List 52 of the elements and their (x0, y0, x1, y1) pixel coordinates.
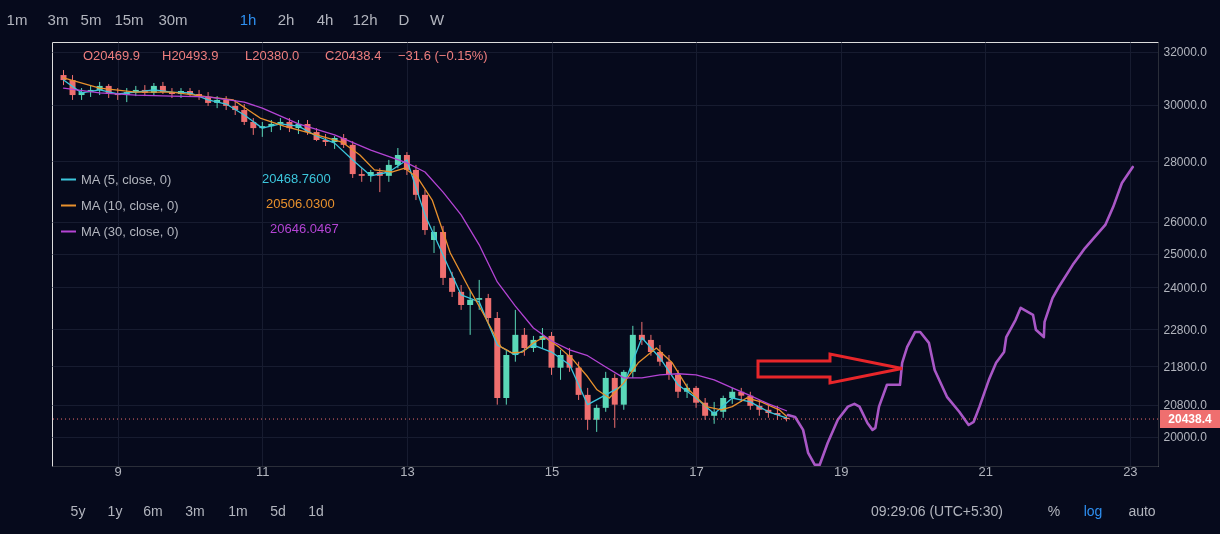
annotation: O20469.9 (83, 48, 141, 63)
text: 12h (352, 11, 378, 28)
text: 2h (277, 11, 295, 28)
text: 09:29:06 (UTC+5:30) (871, 503, 1003, 519)
text: W (429, 11, 445, 28)
text: 30m (158, 11, 188, 28)
y-tick-label: 21800.0 (1163, 359, 1208, 374)
x-tick-label: 23 (1123, 463, 1138, 479)
legend-label: MA (10, close, 0) (81, 197, 179, 213)
x-tick-label: 17 (689, 463, 704, 479)
text: 3m (185, 503, 205, 519)
y-tick-label: 32000.0 (1163, 45, 1208, 60)
ref-line-label: 20438.4 (1168, 412, 1213, 427)
text: 5y (70, 503, 86, 519)
y-tick-label: 20000.0 (1163, 430, 1208, 445)
legend-label: MA (5, close, 0) (81, 171, 172, 187)
x-tick-label: 15 (544, 463, 560, 479)
text: D (398, 11, 410, 28)
y-tick-label: 20800.0 (1163, 398, 1208, 413)
text: % (1047, 503, 1061, 519)
x-tick-label: 13 (400, 463, 415, 479)
annotation: 20506.0300 (266, 196, 335, 211)
x-tick-label: 19 (833, 463, 849, 479)
annotation: 20468.7600 (262, 171, 331, 186)
text: 1m (228, 503, 248, 519)
text: 4h (316, 11, 334, 28)
y-tick-label: 25000.0 (1163, 247, 1208, 262)
text: 1m (6, 11, 28, 28)
text: 5d (270, 503, 286, 519)
text: auto (1128, 503, 1156, 519)
text: 1d (308, 503, 324, 519)
y-tick-label: 22800.0 (1163, 322, 1208, 337)
y-tick-label: 26000.0 (1163, 215, 1208, 230)
legend-label: MA (30, close, 0) (81, 223, 179, 239)
text: 5m (80, 11, 102, 28)
text: 1y (107, 503, 123, 519)
x-tick-label: 21 (978, 463, 994, 479)
y-tick-label: 24000.0 (1163, 280, 1208, 295)
y-tick-label: 28000.0 (1163, 154, 1208, 169)
annotation: C20438.4 (325, 48, 382, 63)
text: log (1083, 503, 1103, 519)
annotation: H20493.9 (162, 48, 219, 63)
y-tick-label: 30000.0 (1163, 98, 1208, 113)
text: 6m (143, 503, 163, 519)
text: 15m (114, 11, 144, 28)
text: 3m (47, 11, 69, 28)
x-tick-label: 11 (256, 463, 270, 479)
annotation: L20380.0 (245, 48, 300, 63)
annotation: 20646.0467 (270, 221, 339, 236)
text: 1h (239, 11, 257, 28)
x-tick-label: 9 (114, 463, 122, 479)
annotation: −31.6 (−0.15%) (398, 48, 488, 63)
